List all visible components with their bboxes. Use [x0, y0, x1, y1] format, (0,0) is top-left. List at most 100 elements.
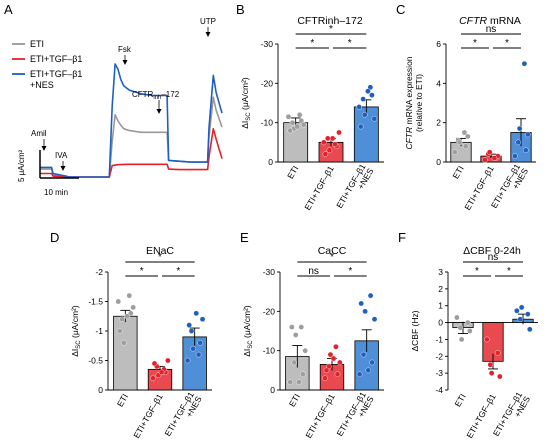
panel-d-point-eti: [120, 339, 127, 346]
panel-e-point-eti: [291, 359, 297, 366]
panel-c-point-eti-tgf-1-nes: [515, 139, 522, 146]
panel-e-y-tick-label: 0: [270, 385, 275, 395]
panel-c-point-eti: [462, 143, 469, 150]
panel-d-point-eti-tgf-1-nes: [193, 310, 200, 317]
panel-d-category-label-eti: ETI: [115, 392, 130, 408]
panel-b-point-eti-tgf-1: [324, 135, 331, 142]
panel-d-point-eti-tgf-1-nes: [190, 345, 196, 352]
panel-b-y-tick-label: -10: [261, 118, 274, 128]
panel-c-point-eti-tgf-1-nes: [525, 131, 531, 138]
trace-annotations: Amil IVA Fsk CFTRinh–172 UTP: [31, 17, 216, 171]
panel-e-point-eti-tgf-1: [330, 355, 337, 362]
panel-e-point-eti-tgf-1-nes: [371, 316, 378, 323]
panel-d-point-eti-tgf-1: [151, 360, 158, 367]
panel-d-point-eti-tgf-1-nes: [197, 339, 203, 346]
panel-f-point-eti-tgf-1: [487, 361, 494, 368]
panel-label-d: D: [50, 230, 59, 245]
panel-label-c: C: [396, 2, 405, 17]
panel-d-point-eti: [130, 304, 136, 311]
arrowhead-cftrinh: [156, 109, 162, 114]
panel-d-y-tick-label: -1: [95, 326, 103, 336]
panel-e-title: CaCC: [318, 245, 347, 257]
panel-c-cftr-mrna-bar-chart: CFTR mRNA 0 2 4 6 CFTR mRNA expression (relati…: [404, 15, 536, 212]
panel-b-significance-label: *: [348, 38, 352, 49]
panel-c-significance-label: *: [473, 38, 477, 49]
panel-e-point-eti-tgf-1-nes: [369, 359, 375, 366]
panel-c-point-eti-tgf-1: [486, 149, 493, 155]
panel-e-point-eti-tgf-1: [322, 375, 328, 382]
annotation-utp: UTP: [200, 17, 216, 26]
panel-d-point-eti-tgf-1: [150, 375, 156, 382]
panel-label-b: B: [236, 2, 245, 17]
panel-e-point-eti-tgf-1: [327, 351, 334, 358]
panel-d-point-eti-tgf-1-nes: [184, 357, 191, 364]
panel-d-point-eti: [117, 328, 123, 334]
panel-f-point-eti: [466, 328, 473, 334]
panel-b-point-eti-tgf-1-nes: [360, 96, 366, 102]
panel-e-point-eti-tgf-1: [323, 367, 330, 374]
panel-d-point-eti: [124, 313, 130, 320]
panel-e-point-eti-tgf-1-nes: [365, 367, 372, 374]
panel-d-category-label-eti-tgf-1-nes: ETI+TGF–β1+NES: [163, 390, 204, 443]
arrowhead-amil: [41, 146, 47, 151]
panel-f-y-tick-label: -3: [435, 368, 443, 378]
panel-d-y-axis-label: ΔISC (μA/cm²): [70, 305, 82, 357]
panel-f-y-tick-label: -4: [435, 385, 443, 395]
panel-c-point-eti: [452, 149, 458, 155]
panel-f-y-axis-label: ΔCBF (Hz): [410, 310, 420, 351]
panel-d-y-tick-label: -0.5: [88, 356, 103, 366]
panel-f-point-eti-tgf-1: [496, 373, 503, 380]
panel-e-y-tick-label: -20: [263, 306, 276, 316]
trace-line-eti-tgf-1-nes: [40, 63, 223, 178]
panel-e-point-eti-tgf-1: [334, 371, 341, 378]
panel-f-point-eti-tgf-1-nes: [527, 326, 533, 333]
panel-c-y-axis-label: CFTR mRNA expression: [404, 56, 414, 149]
panel-e-category-label-eti-tgf-1: ETI+TGF–β1: [303, 392, 337, 440]
scale-bar-vertical-label: 5 μA/cm²: [17, 149, 26, 182]
panel-label-e: E: [240, 230, 249, 245]
panel-e-point-eti-tgf-1-nes: [367, 292, 374, 299]
annotation-cftrinh: CFTRinh–172: [132, 90, 180, 101]
panel-f-y-tick-label: -2: [435, 351, 443, 361]
panel-f-significance-label: *: [475, 266, 479, 277]
panel-e-point-eti-tgf-1-nes: [358, 300, 364, 307]
panel-c-y-tick-label: 6: [436, 39, 441, 49]
panel-f-y-tick-label: -1: [435, 334, 443, 344]
legend-label-eti-tgf-nes-line2: +NES: [30, 80, 54, 90]
panel-f-significance-label: *: [507, 266, 511, 277]
legend-label-eti-tgf: ETI+TGF–β1: [30, 54, 82, 64]
panel-f-y-tick-label: 0: [438, 318, 443, 328]
panel-e-point-eti: [296, 379, 302, 385]
panel-b-y-tick-label: -30: [261, 39, 274, 49]
panel-e-y-axis-label: ΔISC (μA/cm²): [242, 305, 254, 357]
panel-f-y-tick-label: 2: [438, 284, 443, 294]
legend-label-eti-tgf-nes-line1: ETI+TGF–β1: [30, 69, 82, 79]
panel-f-point-eti-tgf-1-nes: [524, 311, 531, 317]
panel-e-point-eti-tgf-1-nes: [360, 351, 367, 358]
panel-b-category-label-eti: ETI: [285, 164, 300, 180]
panel-e-point-eti: [287, 379, 294, 385]
panel-d-point-eti-tgf-1-nes: [195, 351, 202, 358]
panel-b-point-eti: [289, 119, 296, 126]
panel-c-point-eti: [456, 139, 463, 146]
panel-b-point-eti-tgf-1: [322, 151, 329, 157]
panel-b-point-eti-tgf-1: [336, 129, 342, 136]
panel-b-point-eti-tgf-1-nes: [356, 104, 362, 110]
panel-d-y-tick-label: 0: [98, 385, 103, 395]
panel-d-point-eti-tgf-1-nes: [199, 316, 206, 323]
panel-f-point-eti: [464, 319, 471, 326]
panel-c-point-eti: [464, 133, 471, 140]
panel-b-point-eti-tgf-1-nes: [369, 92, 375, 98]
panel-f-point-eti: [458, 336, 465, 343]
panel-f-point-eti-tgf-1-nes: [517, 316, 524, 323]
panel-b-point-eti-tgf-1: [320, 139, 327, 146]
arrowhead-iva: [60, 166, 66, 171]
panel-e-point-eti: [302, 347, 308, 354]
panel-f-title: ΔCBF 0-24h: [463, 245, 521, 257]
panel-f-point-eti: [454, 314, 460, 321]
panel-b-category-label-eti-tgf-1-nes: ETI+TGF–β1+NES: [334, 162, 375, 215]
panel-c-point-eti-tgf-1-nes: [512, 153, 518, 159]
panel-c-point-eti-tgf-1: [491, 155, 498, 161]
